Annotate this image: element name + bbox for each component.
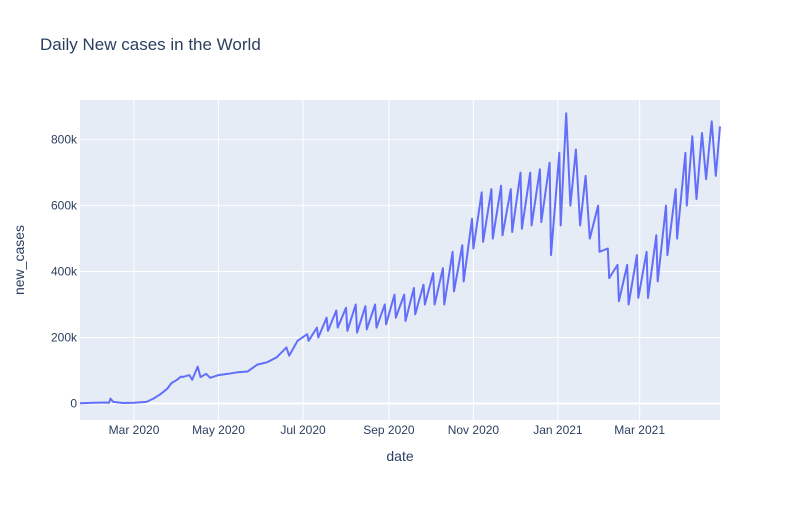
tick-labels: 0 200k 400k 600k 800k Mar 2020 May 2020 Jul 202… bbox=[51, 133, 665, 437]
y-tick-label: 600k bbox=[51, 199, 78, 213]
series-line bbox=[79, 112, 721, 405]
y-tick-label: 200k bbox=[51, 331, 78, 345]
x-tick-label: May 2020 bbox=[192, 423, 245, 437]
x-tick-label: Mar 2021 bbox=[614, 423, 665, 437]
y-axis-label: new_cases bbox=[11, 225, 27, 295]
x-axis-label: date bbox=[386, 448, 413, 464]
chart-title: Daily New cases in the World bbox=[40, 35, 261, 54]
x-tick-label: Nov 2020 bbox=[448, 423, 500, 437]
data-layer bbox=[79, 112, 721, 405]
x-tick-label: Mar 2020 bbox=[109, 423, 160, 437]
x-tick-label: Jan 2021 bbox=[533, 423, 583, 437]
grid bbox=[80, 100, 720, 420]
y-tick-label: 0 bbox=[70, 397, 77, 411]
y-tick-label: 400k bbox=[51, 265, 78, 279]
plot-area-background bbox=[80, 100, 720, 420]
y-tick-label: 800k bbox=[51, 133, 78, 147]
x-tick-label: Jul 2020 bbox=[280, 423, 326, 437]
x-tick-label: Sep 2020 bbox=[363, 423, 415, 437]
